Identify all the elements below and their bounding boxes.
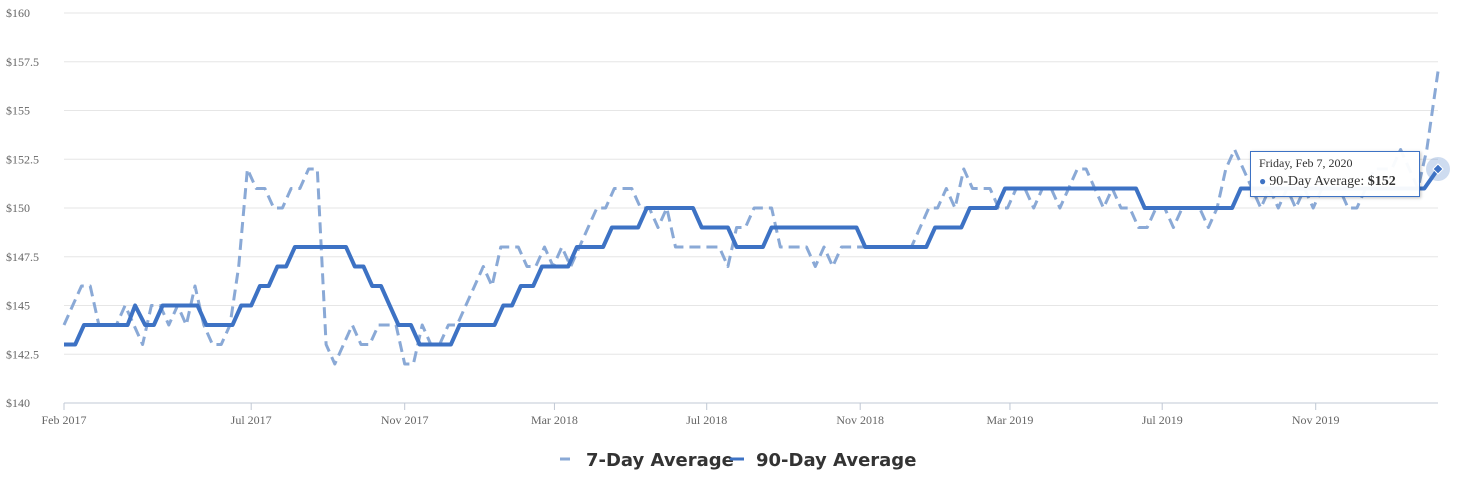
x-tick-label: Jul 2017 bbox=[231, 413, 272, 427]
plot-lines bbox=[62, 71, 1440, 366]
tooltip: Friday, Feb 7, 2020 ● 90-Day Average: $15… bbox=[1250, 151, 1420, 197]
series-line-90-day bbox=[64, 167, 1440, 347]
y-tick-label: $142.5 bbox=[6, 347, 39, 361]
y-tick-label: $145 bbox=[6, 299, 30, 313]
tooltip-value: $152 bbox=[1367, 174, 1396, 189]
tooltip-date: Friday, Feb 7, 2020 bbox=[1259, 156, 1353, 170]
y-axis: $140 $142.5 $145 $147.5 $150 $152.5 $155 $157.5… bbox=[6, 6, 39, 410]
x-tick-label: Nov 2017 bbox=[381, 413, 429, 427]
legend-label: 90-Day Average bbox=[756, 450, 916, 471]
y-tick-label: $157.5 bbox=[6, 55, 39, 69]
y-tick-label: $155 bbox=[6, 104, 30, 118]
legend-item[interactable]: 7-Day Average bbox=[560, 450, 734, 471]
x-tick-label: Nov 2019 bbox=[1292, 413, 1340, 427]
x-tick-label: Mar 2019 bbox=[986, 413, 1033, 427]
hover-marker bbox=[1426, 157, 1450, 181]
x-tick-label: Mar 2018 bbox=[531, 413, 578, 427]
tooltip-series-dot-icon: ● bbox=[1259, 174, 1267, 188]
marker-diamond-icon bbox=[1432, 163, 1444, 175]
y-tick-label: $150 bbox=[6, 201, 30, 215]
y-tick-label: $152.5 bbox=[6, 152, 39, 166]
x-tick-label: Feb 2017 bbox=[42, 413, 87, 427]
y-tick-label: $160 bbox=[6, 6, 30, 20]
legend-item[interactable]: 90-Day Average bbox=[730, 450, 916, 471]
x-tick-label: Jul 2018 bbox=[686, 413, 727, 427]
series-line-7-day bbox=[62, 71, 1440, 366]
gridlines bbox=[64, 12, 1438, 404]
tooltip-row: ● 90-Day Average: $152 bbox=[1259, 174, 1396, 190]
x-tick-label: Nov 2018 bbox=[836, 413, 884, 427]
y-tick-label: $147.5 bbox=[6, 250, 39, 264]
legend: 7-Day Average 90-Day Average bbox=[560, 450, 916, 471]
legend-label: 7-Day Average bbox=[586, 450, 734, 471]
tooltip-series-name: 90-Day Average: bbox=[1269, 174, 1365, 189]
x-tick-label: Jul 2019 bbox=[1142, 413, 1183, 427]
x-axis: Feb 2017 Jul 2017 Nov 2017 Mar 2018 Jul 2018… bbox=[42, 403, 1340, 427]
y-tick-label: $140 bbox=[6, 396, 30, 410]
